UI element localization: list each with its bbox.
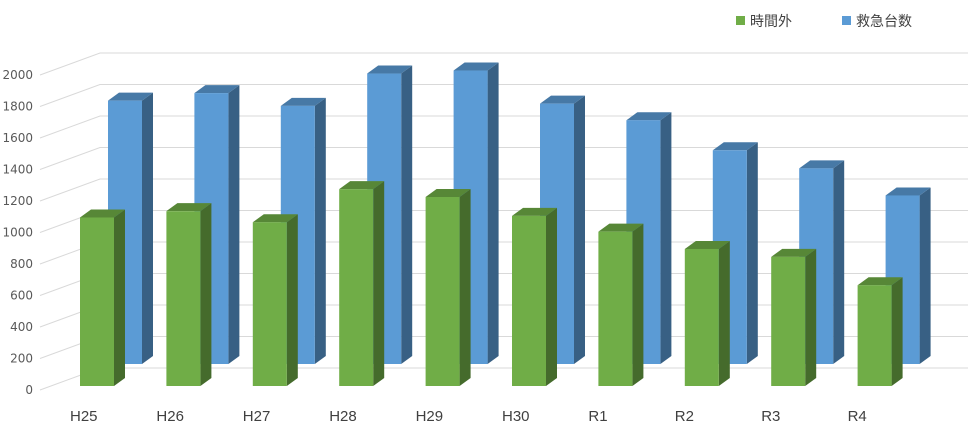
gridline [39, 52, 968, 76]
front-series-bars [80, 181, 903, 386]
y-tick-label: 800 [10, 257, 33, 271]
x-tick-label: R2 [675, 408, 694, 425]
y-tick-label: 400 [10, 320, 33, 334]
front-bar-H27 [252, 214, 298, 386]
y-tick-label: 1400 [2, 163, 33, 177]
x-tick-label: H26 [156, 408, 184, 425]
front-bar-H28 [339, 181, 385, 386]
y-tick-label: 1000 [2, 226, 33, 240]
y-tick-label: 1600 [2, 131, 33, 145]
legend-swatch [842, 16, 851, 25]
legend-label: 時間外 [750, 14, 792, 30]
y-tick-label: 2000 [2, 68, 33, 82]
y-axis-ticks: 0 200 400 600 800 1000 1200 1400 1600 1800 2000 [2, 68, 33, 397]
y-tick-label: 600 [10, 289, 33, 303]
legend-label: 救急台数 [856, 14, 912, 30]
front-bar-H26 [166, 203, 212, 386]
front-bar-H29 [425, 189, 471, 386]
y-tick-label: 1800 [2, 100, 33, 114]
front-bar-R4 [857, 277, 903, 386]
front-bar-R1 [598, 223, 644, 386]
x-tick-label: R4 [848, 408, 867, 425]
gridline [39, 115, 968, 139]
x-tick-label: R3 [761, 408, 780, 425]
legend-swatch [736, 16, 745, 25]
x-tick-label: H28 [329, 408, 357, 425]
y-tick-label: 1200 [2, 194, 33, 208]
y-tick-label: 0 [25, 383, 33, 397]
x-tick-label: H29 [416, 408, 444, 425]
x-axis-labels: H25 H26 H27 H28 H29 H30 R1 R2 R3 R4 [70, 408, 867, 425]
x-tick-label: H30 [502, 408, 530, 425]
front-bar-R2 [684, 240, 730, 386]
x-tick-label: H27 [243, 408, 271, 425]
x-tick-label: H25 [70, 408, 98, 425]
y-tick-label: 200 [10, 352, 33, 366]
front-bar-H30 [512, 207, 557, 386]
gridline [39, 147, 968, 170]
x-tick-label: R1 [588, 408, 607, 425]
legend: 時間外 救急台数 [736, 14, 912, 30]
gridline [39, 178, 968, 202]
front-bar-R3 [771, 248, 817, 386]
gridline [39, 84, 968, 107]
front-bar-H25 [80, 209, 125, 386]
